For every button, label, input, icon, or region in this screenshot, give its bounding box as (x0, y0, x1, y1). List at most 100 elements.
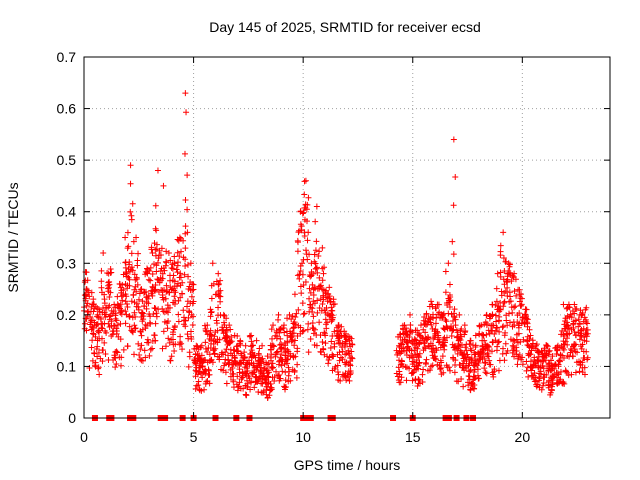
data-point (89, 337, 96, 344)
data-point (446, 364, 453, 371)
data-point (234, 387, 241, 394)
data-point (92, 363, 99, 370)
data-point (493, 324, 500, 331)
data-point (316, 304, 323, 311)
data-point (186, 308, 193, 315)
data-point (207, 313, 214, 320)
data-point (215, 270, 222, 277)
data-point (306, 301, 313, 308)
data-point (311, 326, 318, 333)
data-point (192, 367, 199, 374)
data-point (163, 320, 170, 327)
data-point (147, 346, 154, 353)
data-point (462, 344, 469, 351)
data-point (492, 312, 499, 319)
data-point (571, 340, 578, 347)
data-point (294, 239, 301, 246)
data-point (396, 342, 403, 349)
data-point (511, 288, 518, 295)
data-point (174, 262, 181, 269)
data-point (346, 351, 353, 358)
data-point (523, 315, 530, 322)
data-point (133, 234, 140, 241)
data-point (415, 329, 422, 336)
data-point (302, 177, 309, 184)
data-point (575, 316, 582, 323)
data-point (526, 326, 533, 333)
data-point (136, 351, 143, 358)
data-point (497, 252, 504, 259)
data-point (416, 380, 423, 387)
data-point (438, 371, 445, 378)
data-point (289, 366, 296, 373)
data-point (149, 345, 156, 352)
data-point (102, 350, 109, 357)
data-point (143, 305, 150, 312)
data-point (438, 359, 445, 366)
data-point (152, 281, 159, 288)
data-point (407, 311, 414, 318)
data-point (439, 353, 446, 360)
data-point (416, 332, 423, 339)
data-point (323, 305, 330, 312)
data-point (568, 371, 575, 378)
data-point (485, 353, 492, 360)
data-point (248, 347, 255, 354)
data-point (149, 271, 156, 278)
data-point (278, 357, 285, 364)
data-point (331, 343, 338, 350)
data-point (159, 292, 166, 299)
data-point (536, 384, 543, 391)
data-point (560, 379, 567, 386)
data-point (406, 365, 413, 372)
data-point (176, 253, 183, 260)
data-point (280, 345, 287, 352)
data-point (325, 360, 332, 367)
data-point (149, 249, 156, 256)
data-point (450, 326, 457, 333)
data-point (132, 313, 139, 320)
data-point (524, 320, 531, 327)
data-point (144, 270, 151, 277)
data-point (119, 297, 126, 304)
data-point (256, 360, 263, 367)
data-point (110, 357, 117, 364)
data-point (467, 387, 474, 394)
data-point (427, 313, 434, 320)
data-point (422, 361, 429, 368)
data-point (102, 314, 109, 321)
y-tick-label: 0.3 (57, 255, 77, 271)
data-point (529, 340, 536, 347)
data-point (141, 347, 148, 354)
data-point (190, 313, 197, 320)
data-point (265, 369, 272, 376)
data-point (199, 374, 206, 381)
data-point (214, 327, 221, 334)
data-point (315, 253, 322, 260)
data-point (458, 342, 465, 349)
data-point (583, 327, 590, 334)
data-point (120, 346, 127, 353)
data-point (175, 297, 182, 304)
data-point (129, 267, 136, 274)
data-point (446, 281, 453, 288)
data-point (497, 273, 504, 280)
data-point (166, 289, 173, 296)
data-point (203, 378, 210, 385)
data-point (284, 332, 291, 339)
data-point (494, 343, 501, 350)
data-point (412, 327, 419, 334)
data-point (279, 368, 286, 375)
data-point (563, 330, 570, 337)
data-point (492, 302, 499, 309)
data-point (472, 343, 479, 350)
data-point (228, 334, 235, 341)
data-point (182, 223, 189, 230)
data-point (228, 357, 235, 364)
data-point (433, 305, 440, 312)
data-point (401, 322, 408, 329)
data-point (112, 364, 119, 371)
data-point (452, 322, 459, 329)
data-point (95, 328, 102, 335)
data-point (410, 369, 417, 376)
